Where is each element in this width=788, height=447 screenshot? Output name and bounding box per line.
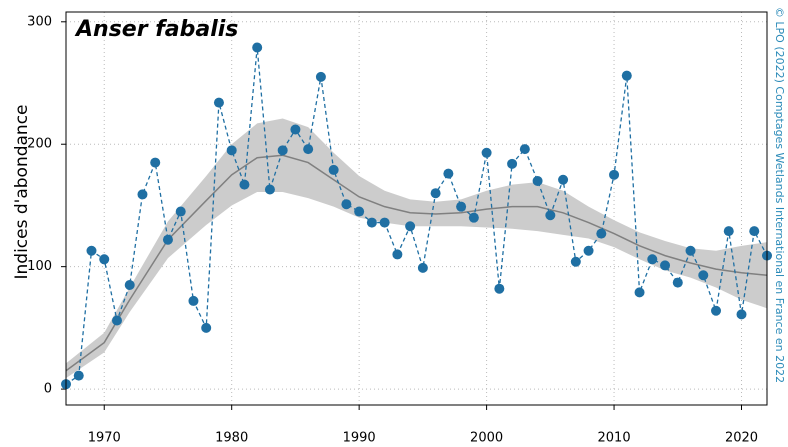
data-point: [621, 70, 632, 81]
x-tick-label: 2000: [470, 431, 503, 446]
data-line: [65, 47, 768, 385]
data-point: [99, 254, 110, 265]
data-point: [558, 174, 569, 185]
x-tick-label: 1980: [215, 431, 248, 446]
data-point: [379, 217, 390, 228]
data-point: [583, 245, 594, 256]
data-point: [290, 124, 301, 135]
data-point: [175, 206, 186, 217]
data-point: [201, 322, 212, 333]
data-point: [430, 188, 441, 199]
data-point: [532, 175, 543, 186]
x-tick-label: 1990: [343, 431, 376, 446]
data-point: [609, 169, 620, 180]
data-point: [596, 228, 607, 239]
data-point: [711, 305, 722, 316]
data-point: [150, 157, 161, 168]
y-tick-label: 0: [44, 382, 52, 397]
data-point: [315, 71, 326, 82]
confidence-band: [66, 118, 767, 379]
data-point: [111, 315, 122, 326]
x-tick-label: 2010: [598, 431, 631, 446]
data-point: [366, 217, 377, 228]
data-point: [494, 283, 505, 294]
data-point: [277, 145, 288, 156]
data-point: [86, 245, 97, 256]
data-point: [239, 179, 250, 190]
data-point: [341, 199, 352, 210]
data-point: [519, 144, 530, 155]
data-point: [137, 189, 148, 200]
data-point: [188, 295, 199, 306]
trend-line: [65, 154, 768, 372]
data-point: [634, 287, 645, 298]
data-point: [481, 147, 492, 158]
data-point: [647, 254, 658, 265]
data-point: [213, 97, 224, 108]
data-point: [405, 221, 416, 232]
data-point: [570, 256, 581, 267]
data-point: [507, 158, 518, 169]
data-point: [749, 226, 760, 237]
data-point: [162, 234, 173, 245]
data-point: [392, 249, 403, 260]
data-point: [252, 42, 263, 53]
plot-frame: [65, 11, 768, 406]
y-tick-label: 300: [27, 14, 52, 29]
data-point: [545, 210, 556, 221]
y-tick-label: 100: [27, 259, 52, 274]
data-point: [736, 309, 747, 320]
y-tick-label: 200: [27, 137, 52, 152]
data-point: [124, 280, 135, 291]
data-point: [443, 168, 454, 179]
data-point: [417, 262, 428, 273]
data-point: [723, 226, 734, 237]
data-point: [303, 144, 314, 155]
y-axis-label: Indices d'abondance: [12, 104, 32, 279]
credit: © LPO (2022) Comptages Wetlands Internat…: [773, 7, 786, 383]
chart-title: Anser fabalis: [74, 17, 238, 42]
data-point: [685, 245, 696, 256]
data-point: [264, 184, 275, 195]
data-point: [328, 164, 339, 175]
data-point: [456, 201, 467, 212]
data-point: [354, 206, 365, 217]
x-tick-label: 1970: [88, 431, 121, 446]
data-point: [226, 145, 237, 156]
data-point: [73, 370, 84, 381]
data-point: [660, 260, 671, 271]
data-point: [672, 277, 683, 288]
data-point: [468, 212, 479, 223]
data-point: [698, 270, 709, 281]
x-tick-label: 2020: [725, 431, 758, 446]
